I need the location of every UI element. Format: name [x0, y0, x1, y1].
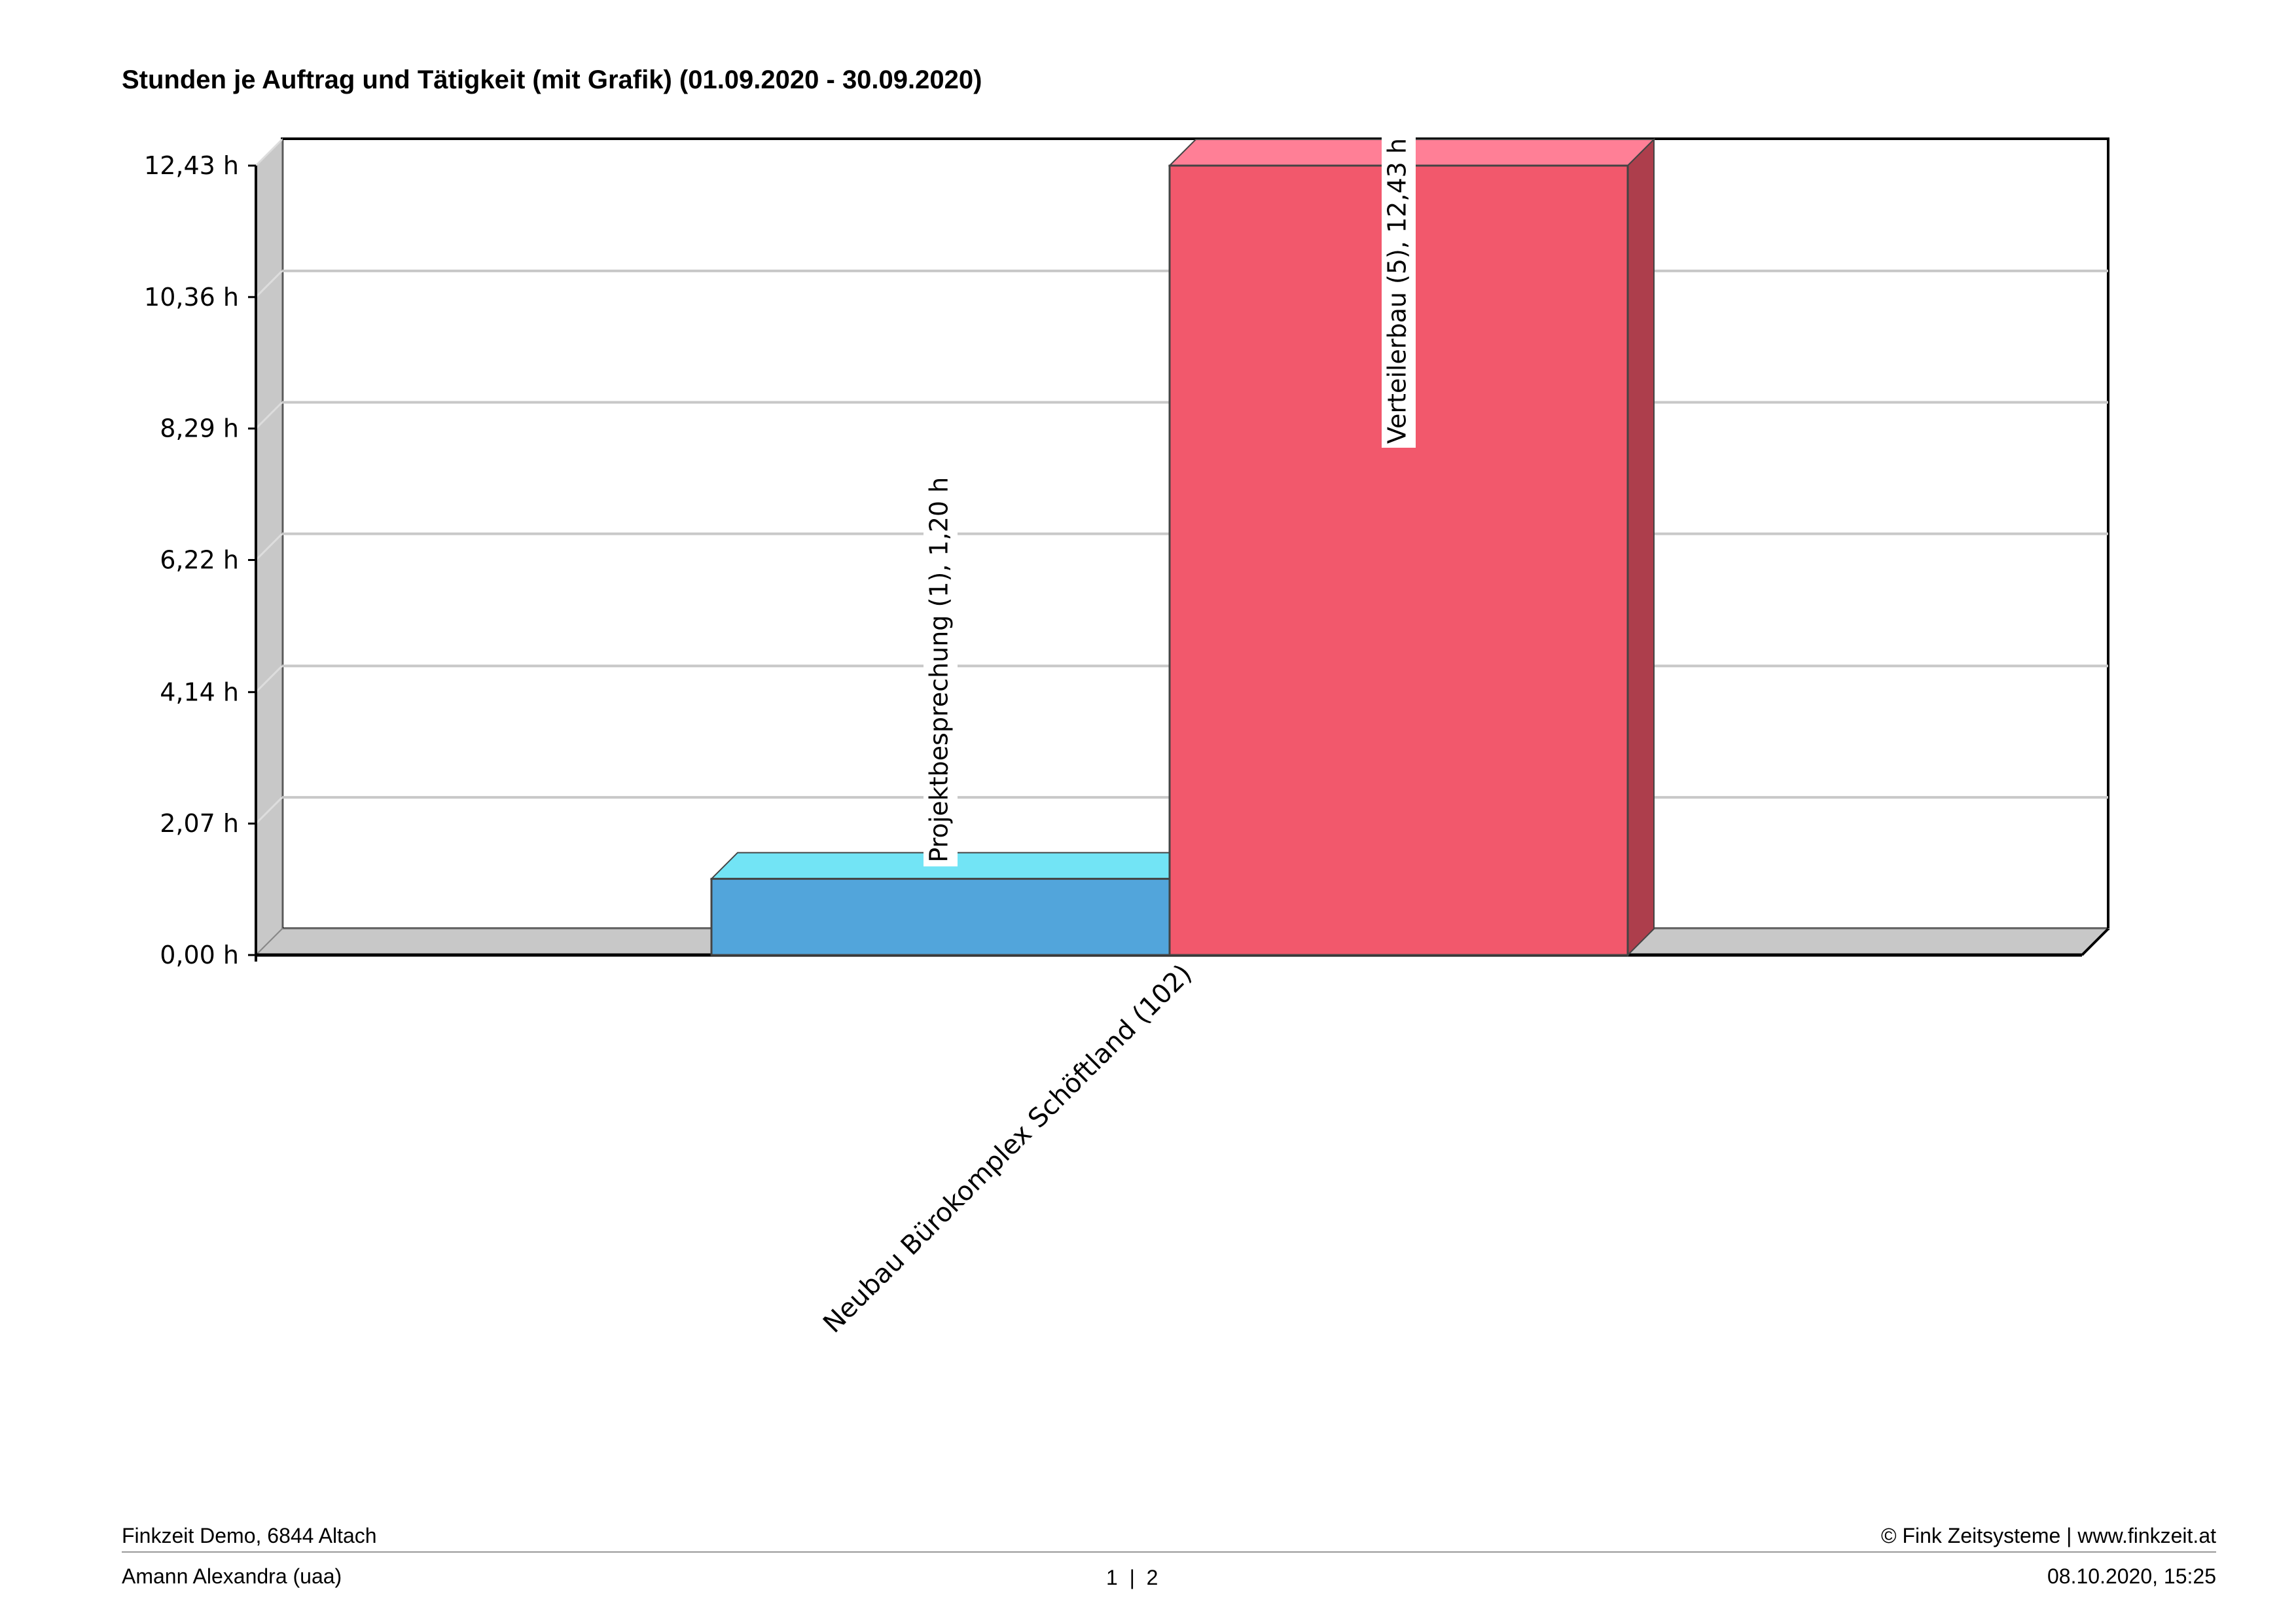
y-tick-label: 12,43 h — [144, 151, 239, 180]
data-label-text: Verteilerbau (5), 12,43 h — [1383, 138, 1412, 444]
footer-user: Amann Alexandra (uaa) — [122, 1564, 342, 1588]
gridline-side — [255, 270, 283, 298]
footer-divider — [122, 1551, 2216, 1553]
y-tick-label: 0,00 h — [160, 941, 239, 969]
y-tick-label: 8,29 h — [160, 414, 239, 443]
data-label-bg — [1382, 134, 1416, 448]
x-tick-label: Neubau Bürokomplex Schöftland (102) — [817, 959, 1198, 1339]
gridline-side — [255, 533, 283, 561]
footer-page: 1 | 2 — [1106, 1566, 1158, 1589]
bar-front — [710, 878, 1171, 956]
data-label-bg — [924, 473, 958, 867]
footer-company: Finkzeit Demo, 6844 Altach — [122, 1524, 377, 1547]
x-category-label: Neubau Bürokomplex Schöftland (102) — [817, 959, 1198, 1339]
bar-1: Verteilerbau (5), 12,43 h — [1168, 134, 1656, 957]
data-label-text: Projektbesprechung (1), 1,20 h — [925, 477, 954, 863]
gridline-side — [255, 401, 283, 429]
data-label: Projektbesprechung (1), 1,20 h — [924, 473, 958, 867]
bar-side — [1627, 137, 1655, 957]
gridline-side — [255, 665, 283, 693]
footer-copyright: © Fink Zeitsysteme | www.finkzeit.at — [1880, 1524, 2216, 1547]
x-axis-depth — [2081, 928, 2109, 956]
gridline-side — [255, 797, 283, 825]
footer-datetime: 08.10.2020, 15:25 — [2047, 1564, 2216, 1588]
y-tick-label: 6,22 h — [160, 546, 239, 575]
data-label: Verteilerbau (5), 12,43 h — [1382, 134, 1416, 448]
chart-title: Stunden je Auftrag und Tätigkeit (mit Gr… — [122, 65, 982, 94]
y-tick-label: 10,36 h — [144, 283, 239, 312]
y-tick-label: 4,14 h — [160, 677, 239, 706]
y-tick-label: 2,07 h — [160, 809, 239, 838]
bar-0: Projektbesprechung (1), 1,20 h — [709, 473, 1198, 956]
gridline-side — [255, 138, 283, 167]
